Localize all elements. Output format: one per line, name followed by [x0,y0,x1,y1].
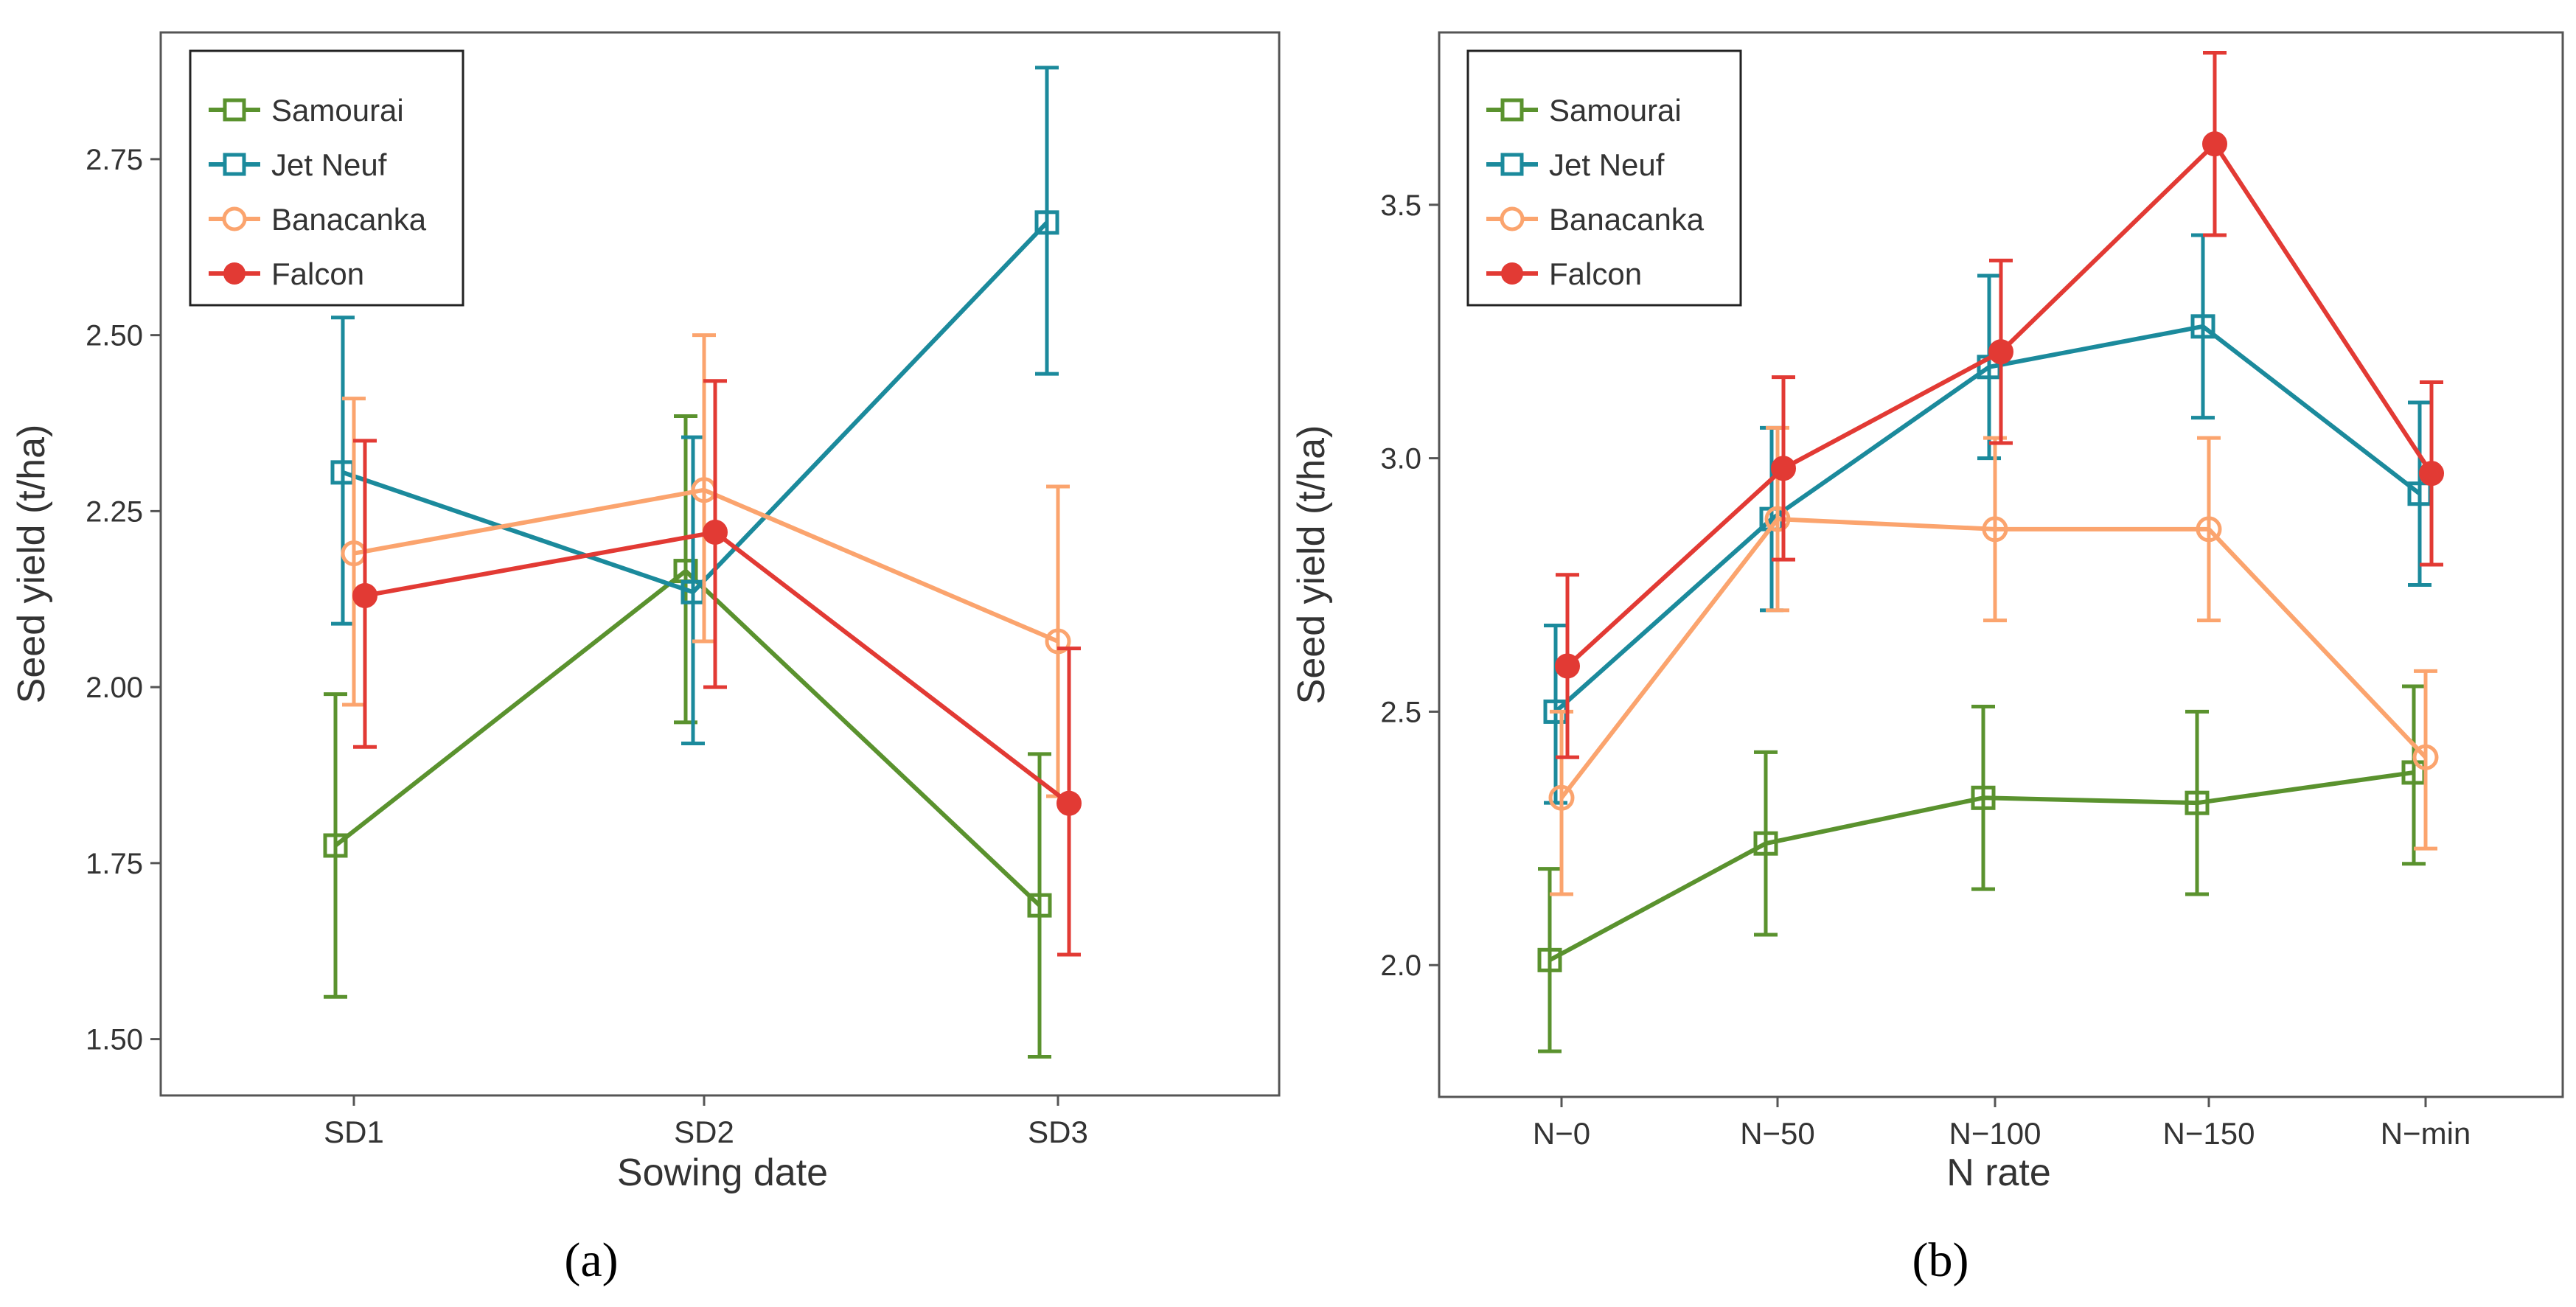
legend-key-marker [223,98,246,122]
data-point [2202,131,2227,157]
y-tick-label: 2.50 [86,320,143,352]
legend-label: Falcon [271,257,364,291]
x-tick-label: N−150 [2163,1116,2255,1151]
legend-label: Jet Neuf [1549,147,1665,182]
legend: Samourai Jet Neuf Banacanka Falcon [1466,49,1742,307]
x-tick-label: N−min [2381,1116,2471,1151]
legend: Samourai Jet Neuf Banacanka Falcon [189,49,464,307]
data-point [1988,339,2013,365]
series-samourai [323,414,1052,1059]
legend-key-marker [1500,153,1524,176]
legend-key-marker [1500,206,1525,231]
y-tick-label: 3.0 [1380,443,1421,475]
x-tick-label: SD3 [1028,1115,1088,1149]
series-falcon [352,379,1082,957]
legend-label: Samourai [271,93,404,128]
y-tick-label: 3.5 [1380,189,1421,222]
data-point [703,520,728,546]
data-point [2412,744,2439,770]
data-point [1753,831,1778,856]
legend-label: Falcon [1549,257,1642,291]
panel-label: (a) [564,1233,618,1287]
x-axis-title: N rate [1946,1151,2051,1194]
y-axis-title: Seed yield (t/ha) [10,425,53,704]
legend-key-marker [223,153,246,176]
x-tick-label: N−50 [1740,1116,1815,1151]
legend-key-marker [222,206,247,231]
data-point [1548,784,1575,811]
legend-label: Banacanka [271,202,427,237]
x-tick-label: SD2 [674,1115,734,1149]
series-banacanka [1548,425,2439,896]
panel-label: (b) [1912,1233,1969,1287]
x-tick-label: N−100 [1949,1116,2041,1151]
data-point [1045,628,1071,655]
series-banacanka [341,333,1071,798]
data-point [2419,461,2444,487]
data-point [1034,210,1059,235]
y-tick-label: 2.00 [86,672,143,704]
y-tick-label: 2.5 [1380,696,1421,728]
x-tick-label: SD1 [324,1115,384,1149]
legend-key-marker [1501,262,1523,285]
data-point [1555,653,1580,679]
data-point [1056,790,1082,816]
y-tick-label: 2.75 [86,144,143,176]
legend-label: Samourai [1549,93,1682,128]
data-point [323,833,348,858]
data-point [1027,893,1052,918]
legend-key-marker [1500,98,1524,122]
data-point [1771,456,1796,481]
y-axis-title: Seed yield (t/ha) [1290,425,1333,705]
data-point [1537,947,1562,972]
data-point [1982,516,2008,543]
data-point [2196,516,2222,543]
y-tick-label: 2.0 [1380,949,1421,982]
data-point [2190,314,2215,339]
series-falcon [1555,51,2444,759]
data-point [1764,506,1791,532]
panel-a: 1.50 1.75 2.00 2.25 2.50 2.75 SD1 SD2 SD3 Sowing … [10,31,1281,1287]
legend-key-marker [223,262,246,285]
legend-label: Banacanka [1549,202,1705,237]
x-axis-title: Sowing date [617,1151,828,1194]
legend-label: Jet Neuf [271,147,387,182]
y-tick-label: 1.50 [86,1024,143,1056]
series-samourai [1537,684,2426,1053]
data-point [352,582,377,608]
data-point [1971,785,1996,810]
data-point [2185,790,2210,815]
y-tick-label: 2.25 [86,495,143,528]
y-tick-label: 1.75 [86,848,143,880]
panel-b: 2.0 2.5 3.0 3.5 N−0 N−50 N−100 N−150 N−min N rate… [1290,31,2564,1287]
x-tick-label: N−0 [1533,1116,1590,1151]
